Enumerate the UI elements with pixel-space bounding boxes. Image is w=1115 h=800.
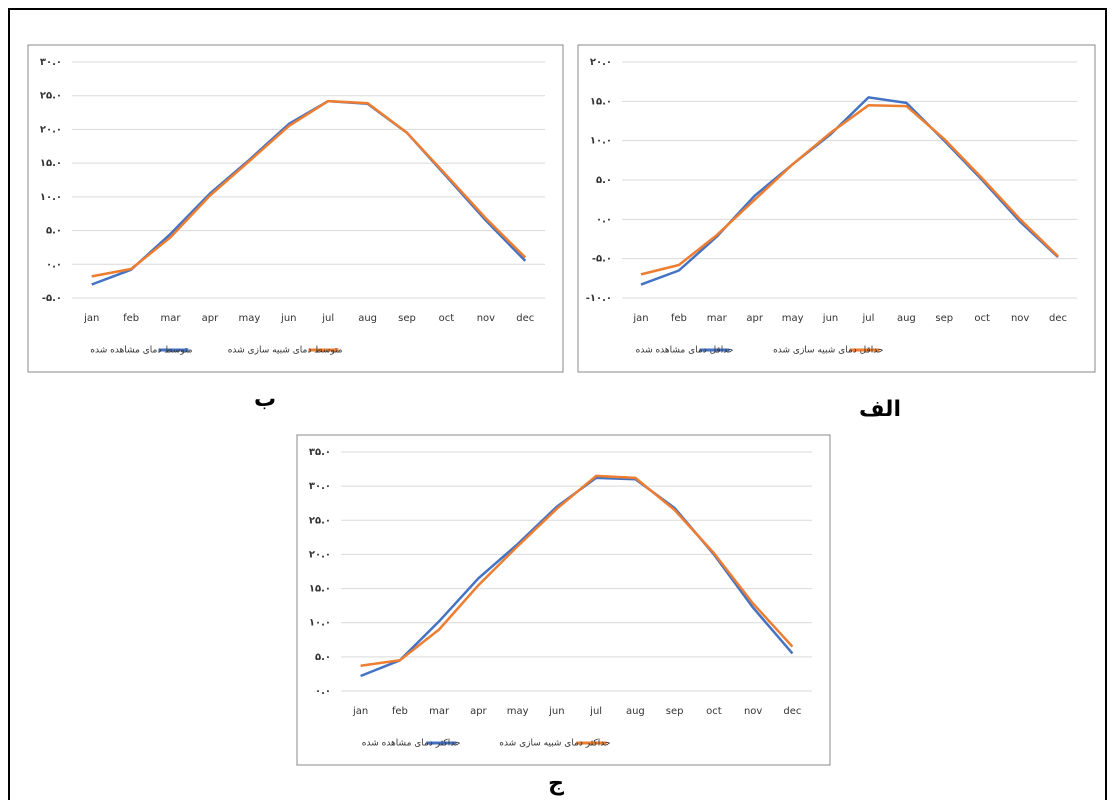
x-tick-label: jan — [632, 313, 648, 324]
x-tick-label: sep — [398, 313, 416, 324]
data-line — [360, 474, 794, 667]
legend-label: حداقل دمای شبیه سازی شده — [773, 346, 883, 356]
x-tick-label: oct — [439, 313, 455, 324]
x-tick-label: dec — [516, 313, 534, 324]
data-line — [91, 99, 527, 278]
x-tick-label: mar — [161, 313, 182, 324]
x-tick-label: may — [782, 313, 804, 324]
y-tick-label: ۵.۰ — [315, 652, 331, 663]
y-tick-label: -۵.۰ — [42, 293, 62, 304]
x-tick-label: aug — [358, 313, 377, 324]
x-tick-label: oct — [974, 313, 990, 324]
legend-label: حداکثر دمای مشاهده شده — [362, 739, 461, 749]
x-tick-label: apr — [202, 313, 219, 324]
x-tick-label: dec — [783, 706, 801, 717]
y-tick-label: ۵.۰ — [596, 175, 612, 186]
x-tick-label: jul — [321, 313, 334, 324]
x-tick-label: may — [507, 706, 529, 717]
y-tick-label: ۰.۰ — [596, 214, 612, 225]
legend-label: حداقل دمای مشاهده شده — [636, 346, 734, 356]
y-tick-label: ۱۰.۰ — [309, 618, 331, 629]
x-tick-label: may — [238, 313, 260, 324]
y-tick-label: ۰.۰ — [315, 686, 331, 697]
legend-label: متوسط دمای مشاهده شده — [90, 346, 192, 356]
x-tick-label: nov — [744, 706, 762, 717]
y-tick-label: ۳۰.۰ — [40, 57, 62, 68]
y-tick-label: -۱۰.۰ — [586, 293, 612, 304]
y-tick-label: ۱۰.۰ — [590, 136, 612, 147]
panel-label: الف — [859, 397, 901, 422]
x-tick-label: aug — [626, 706, 645, 717]
legend-label: حداکثر دمای شبیه سازی شده — [499, 739, 610, 749]
y-tick-label: ۲۰.۰ — [590, 57, 612, 68]
y-tick-label: ۱۰.۰ — [40, 192, 62, 203]
panel-label: ب — [254, 387, 276, 412]
data-line — [640, 104, 1059, 276]
panel-label: ج — [548, 771, 564, 796]
y-tick-label: ۲۰.۰ — [40, 124, 62, 135]
y-tick-label: ۲۵.۰ — [40, 91, 62, 102]
y-tick-label: ۳۵.۰ — [309, 447, 331, 458]
x-tick-label: jul — [589, 706, 602, 717]
x-tick-label: jun — [280, 313, 296, 324]
x-tick-label: mar — [429, 706, 450, 717]
x-tick-label: jul — [862, 313, 875, 324]
x-tick-label: feb — [123, 313, 139, 324]
x-tick-label: feb — [392, 706, 408, 717]
x-tick-label: apr — [470, 706, 487, 717]
x-tick-label: jun — [548, 706, 564, 717]
x-tick-label: jan — [83, 313, 99, 324]
x-tick-label: sep — [666, 706, 684, 717]
y-tick-label: ۳۰.۰ — [309, 481, 331, 492]
x-tick-label: jan — [352, 706, 368, 717]
y-tick-label: -۵.۰ — [592, 254, 612, 265]
y-tick-label: ۱۵.۰ — [309, 584, 331, 595]
x-tick-label: nov — [477, 313, 495, 324]
x-tick-label: jun — [822, 313, 838, 324]
y-tick-label: ۰.۰ — [46, 259, 62, 270]
y-tick-label: ۱۵.۰ — [40, 158, 62, 169]
chart-frame — [296, 434, 831, 766]
outer-frame — [8, 8, 1107, 800]
x-tick-label: feb — [671, 313, 687, 324]
y-tick-label: ۲۵.۰ — [309, 515, 331, 526]
x-tick-label: apr — [746, 313, 763, 324]
x-tick-label: nov — [1011, 313, 1029, 324]
x-tick-label: aug — [897, 313, 916, 324]
y-tick-label: ۲۰.۰ — [309, 549, 331, 560]
x-tick-label: dec — [1049, 313, 1067, 324]
x-tick-label: oct — [706, 706, 722, 717]
y-tick-label: ۱۵.۰ — [590, 96, 612, 107]
y-tick-label: ۵.۰ — [46, 226, 62, 237]
x-tick-label: sep — [935, 313, 953, 324]
x-tick-label: mar — [707, 313, 728, 324]
legend-label: متوسط دمای شبیه سازی شده — [228, 346, 343, 356]
